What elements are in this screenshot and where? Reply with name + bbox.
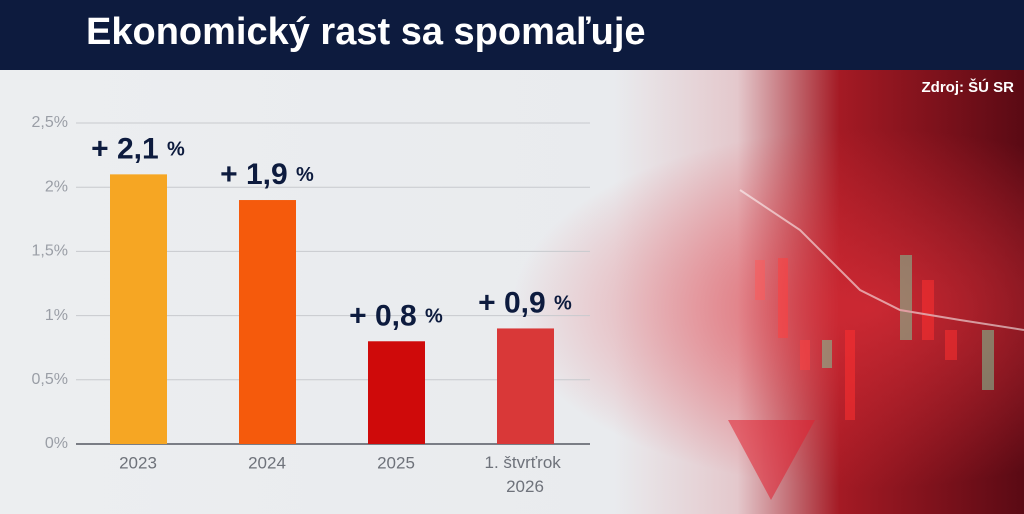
value-label: + 0,9 %	[478, 286, 572, 319]
value-label: + 1,9 %	[220, 158, 314, 191]
y-tick-label: 2%	[45, 178, 68, 195]
header-bar	[0, 0, 1024, 70]
x-tick-line: 1. štvrťrok	[485, 453, 566, 472]
value-label-main: + 0,9	[478, 286, 554, 319]
value-label: + 0,8 %	[349, 299, 443, 332]
bar	[110, 174, 167, 445]
x-tick-label: 2025	[377, 453, 415, 472]
value-label: + 2,1 %	[91, 132, 185, 165]
decor-candles	[728, 189, 1024, 500]
y-tick-label: 1%	[45, 307, 68, 324]
value-label-unit: %	[425, 306, 443, 328]
chart-title: Ekonomický rast sa spomaľuje	[86, 11, 646, 53]
value-label-unit: %	[296, 164, 314, 186]
value-label-unit: %	[167, 139, 185, 161]
y-tick-label: 0,5%	[32, 371, 68, 388]
y-tick-label: 0%	[45, 435, 68, 452]
value-label-main: + 2,1	[91, 132, 167, 165]
y-tick-label: 1,5%	[32, 243, 68, 260]
x-tick-label: 2024	[248, 453, 286, 472]
x-tick-label: 2023	[119, 453, 157, 472]
y-tick-label: 2,5%	[32, 114, 68, 131]
x-tick-line: 2026	[506, 477, 544, 496]
bar	[368, 341, 425, 444]
value-label-unit: %	[554, 293, 572, 315]
bar	[497, 328, 554, 444]
value-label-main: + 0,8	[349, 299, 425, 332]
value-label-main: + 1,9	[220, 158, 296, 191]
source: Zdroj: ŠÚ SR	[922, 78, 1015, 96]
x-tick-label: 1. štvrťrok 2026	[485, 453, 566, 496]
bar	[239, 200, 296, 444]
